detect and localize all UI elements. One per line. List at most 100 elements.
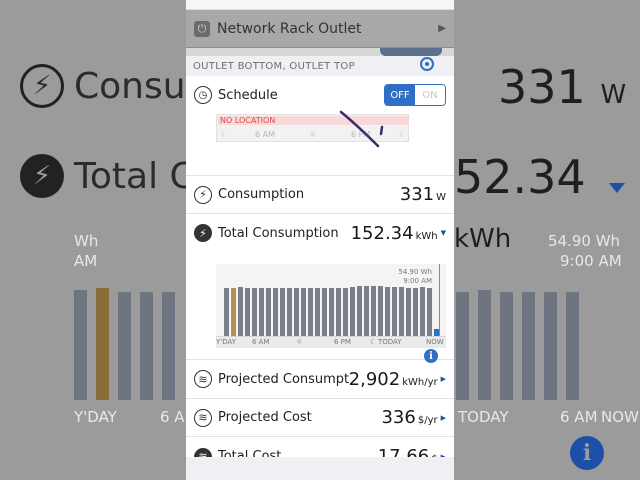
projected-cost-unit: $/yr: [417, 415, 438, 426]
chart-bar: [329, 288, 334, 336]
projected-cost-label: Projected Cost: [218, 410, 312, 425]
chart-bar: [385, 287, 390, 336]
timeline-time: 6 PM: [351, 130, 371, 139]
consumption-value: 331 W: [400, 184, 446, 205]
chart-bar: [259, 288, 264, 336]
bg-total-row: ⚡ Total C: [20, 154, 195, 198]
chart-bar: [399, 287, 404, 336]
bolt-icon: ⚡: [194, 185, 212, 204]
projection-icon: ≋: [194, 370, 212, 388]
peak-time: 9:00 AM: [403, 277, 432, 285]
projected-cost-number: 336: [381, 407, 416, 428]
chart-bar: [315, 288, 320, 336]
hidden-toggle-strip: [186, 48, 454, 56]
chart-bar: [224, 288, 229, 336]
toggle-on-segment[interactable]: ON: [415, 85, 445, 105]
status-strip: [186, 0, 454, 10]
chart-bar: [266, 288, 271, 336]
chevron-right-icon: ▶: [438, 23, 446, 34]
total-consumption-number: 152.34: [350, 222, 414, 244]
now-line: [439, 264, 440, 336]
chart-bar: [301, 288, 306, 336]
bg-bars-right: [456, 290, 579, 400]
outlet-icon: ⏻: [194, 20, 210, 37]
x-tick-label: 6 AM: [252, 338, 270, 346]
chart-bar: [392, 287, 397, 336]
bg-label: AM: [74, 252, 98, 270]
bg-bolt-icon: ⚡: [20, 64, 64, 108]
chart-bar: [343, 288, 348, 336]
chart-bar: [252, 288, 257, 336]
chart-bar: [420, 287, 425, 336]
schedule-toggle[interactable]: OFF ON: [384, 84, 446, 106]
projected-cost-value: 336 $/yr: [381, 407, 437, 428]
projected-cost-row[interactable]: ≋ Projected Cost 336 $/yr ▶: [186, 399, 454, 437]
footer-spacer: [186, 457, 454, 480]
bg-total-number: 52.34: [454, 150, 586, 204]
consumption-number: 331: [399, 184, 435, 205]
timeline-time: 6 AM: [255, 130, 276, 139]
bg-peak-label: 54.90 Wh: [548, 232, 621, 250]
bg-consumption-value: 331 W: [498, 60, 626, 114]
chart-area: 54.90 Wh 9:00 AM Y'DAY 6 AM ☼ 6 PM ☾ TOD…: [216, 264, 446, 348]
partial-toggle[interactable]: [380, 48, 442, 56]
chart-bar: [287, 288, 292, 336]
bolt-filled-icon: ⚡: [194, 224, 212, 242]
chart-bar: [413, 288, 418, 336]
chart-x-axis: Y'DAY 6 AM ☼ 6 PM ☾ TODAY NOW: [216, 336, 446, 348]
schedule-row: ◷ Schedule OFF ON NO LOCATION ☾ 6 AM ☼ 6…: [186, 57, 454, 176]
sun-icon: ☼: [309, 130, 317, 139]
chart-bar: [350, 287, 355, 336]
toggle-off-segment[interactable]: OFF: [385, 85, 415, 105]
info-icon[interactable]: i: [424, 349, 438, 363]
bg-total-unit: kWh: [454, 224, 512, 254]
total-consumption-unit: kWh: [415, 230, 438, 242]
chart-bar: [273, 288, 278, 336]
caret-down-icon[interactable]: ▼: [440, 229, 446, 237]
chart-bar: [357, 286, 362, 336]
bg-label: Wh: [74, 232, 99, 250]
chart-bar: [231, 288, 236, 336]
projected-consumption-unit: kWh/yr: [402, 376, 438, 388]
chart-peak-annotation: 54.90 Wh 9:00 AM: [398, 268, 432, 286]
schedule-timeline[interactable]: NO LOCATION ☾ 6 AM ☼ 6 PM ☾: [216, 114, 409, 142]
nav-title: Network Rack Outlet: [217, 20, 362, 37]
consumption-row: ⚡ Consumption 331 W: [186, 176, 454, 214]
consumption-unit: W: [436, 192, 446, 203]
bg-info-icon: i: [570, 436, 604, 470]
gear-icon[interactable]: [420, 57, 434, 71]
x-tick-label: NOW: [426, 338, 444, 346]
x-tick-label: Y'DAY: [216, 338, 236, 346]
bg-bars-left: [74, 288, 175, 400]
bg-caret-down-icon: [609, 183, 625, 193]
moon-icon: ☾: [370, 338, 377, 346]
bg-consumption-unit: W: [600, 80, 627, 110]
peak-value: 54.90 Wh: [398, 268, 432, 276]
clock-icon: ◷: [194, 86, 212, 104]
bg-label: NOW: [601, 408, 639, 426]
chart-bar: [371, 286, 376, 336]
chart-bar: [238, 287, 243, 336]
chevron-right-icon: ▶: [440, 375, 446, 383]
total-consumption-value: 152.34 kWh: [351, 223, 438, 244]
chart-bar: [364, 286, 369, 336]
bg-bolt-filled-icon: ⚡: [20, 154, 64, 198]
chart-bar: [434, 329, 439, 336]
chart-bars: [224, 286, 439, 336]
projected-consumption-value: 2,902 kWh/yr: [349, 369, 438, 390]
bg-total-value: 52.34 kWh: [454, 150, 640, 258]
consumption-chart[interactable]: 54.90 Wh 9:00 AM Y'DAY 6 AM ☼ 6 PM ☾ TOD…: [186, 252, 454, 363]
chart-bar: [308, 288, 313, 336]
chart-bar: [336, 288, 341, 336]
chart-bar: [378, 286, 383, 336]
consumption-label: Consumption: [218, 187, 305, 202]
projected-consumption-label: Projected Consumption: [218, 371, 349, 387]
nav-bar[interactable]: ⏻ Network Rack Outlet ▶: [186, 10, 454, 48]
total-consumption-row[interactable]: ⚡ Total Consumption 152.34 kWh ▼: [186, 214, 454, 252]
chart-bar: [294, 288, 299, 336]
no-location-warning: NO LOCATION: [218, 116, 409, 125]
chevron-right-icon: ▶: [441, 453, 446, 461]
x-tick-label: 6 PM: [334, 338, 351, 346]
bg-label: TODAY: [458, 408, 509, 426]
